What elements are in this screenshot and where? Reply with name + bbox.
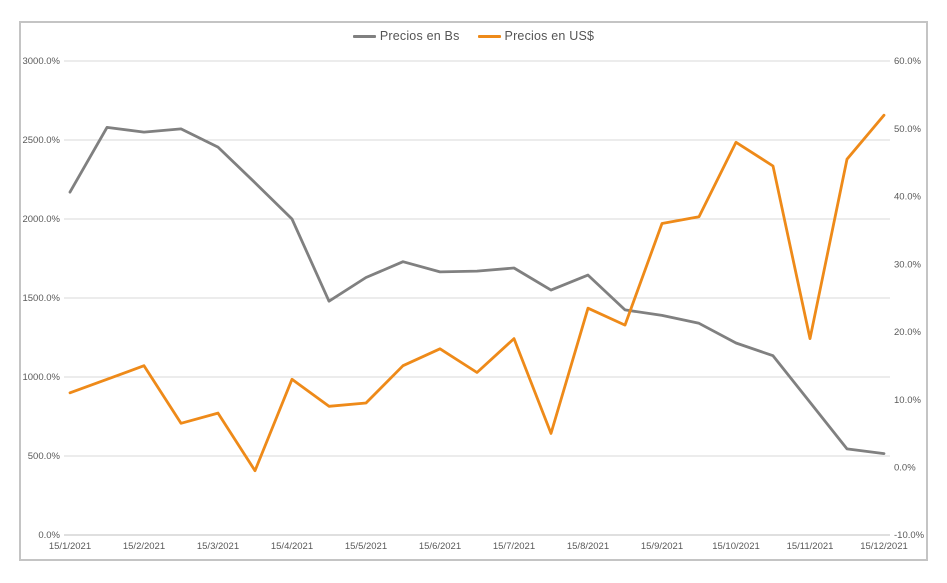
legend-swatch-usd-line bbox=[477, 34, 501, 38]
svg-text:15/8/2021: 15/8/2021 bbox=[567, 541, 609, 552]
legend-item-precios-usd[interactable]: Precios en US$ bbox=[477, 29, 595, 43]
svg-text:15/5/2021: 15/5/2021 bbox=[345, 541, 387, 552]
svg-text:10.0%: 10.0% bbox=[894, 395, 921, 406]
legend-swatch-bs-line bbox=[352, 34, 376, 38]
svg-text:15/11/2021: 15/11/2021 bbox=[787, 541, 834, 552]
svg-text:15/3/2021: 15/3/2021 bbox=[197, 541, 239, 552]
svg-text:50.0%: 50.0% bbox=[894, 124, 921, 135]
svg-text:15/4/2021: 15/4/2021 bbox=[271, 541, 313, 552]
chart-legend: Precios en Bs Precios en US$ bbox=[0, 29, 947, 43]
svg-text:0.0%: 0.0% bbox=[38, 530, 60, 541]
legend-item-precios-bs[interactable]: Precios en Bs bbox=[352, 29, 460, 43]
svg-text:15/2/2021: 15/2/2021 bbox=[123, 541, 165, 552]
svg-text:15/9/2021: 15/9/2021 bbox=[641, 541, 683, 552]
svg-text:-10.0%: -10.0% bbox=[894, 530, 925, 541]
legend-label-precios-usd: Precios en US$ bbox=[504, 29, 595, 43]
legend-label-precios-bs: Precios en Bs bbox=[379, 29, 460, 43]
svg-text:15/1/2021: 15/1/2021 bbox=[49, 541, 91, 552]
svg-text:20.0%: 20.0% bbox=[894, 327, 921, 338]
svg-text:1000.0%: 1000.0% bbox=[22, 372, 60, 383]
svg-text:2500.0%: 2500.0% bbox=[22, 135, 60, 146]
svg-text:15/7/2021: 15/7/2021 bbox=[493, 541, 535, 552]
svg-text:40.0%: 40.0% bbox=[894, 192, 921, 203]
svg-text:1500.0%: 1500.0% bbox=[22, 293, 60, 304]
svg-text:15/10/2021: 15/10/2021 bbox=[712, 541, 760, 552]
svg-text:60.0%: 60.0% bbox=[894, 56, 921, 67]
svg-text:15/12/2021: 15/12/2021 bbox=[860, 541, 908, 552]
svg-text:500.0%: 500.0% bbox=[28, 451, 61, 462]
svg-text:3000.0%: 3000.0% bbox=[22, 56, 60, 67]
chart-frame bbox=[19, 21, 928, 561]
svg-text:30.0%: 30.0% bbox=[894, 259, 921, 270]
svg-text:0.0%: 0.0% bbox=[894, 463, 916, 474]
svg-text:15/6/2021: 15/6/2021 bbox=[419, 541, 461, 552]
svg-text:2000.0%: 2000.0% bbox=[22, 214, 60, 225]
